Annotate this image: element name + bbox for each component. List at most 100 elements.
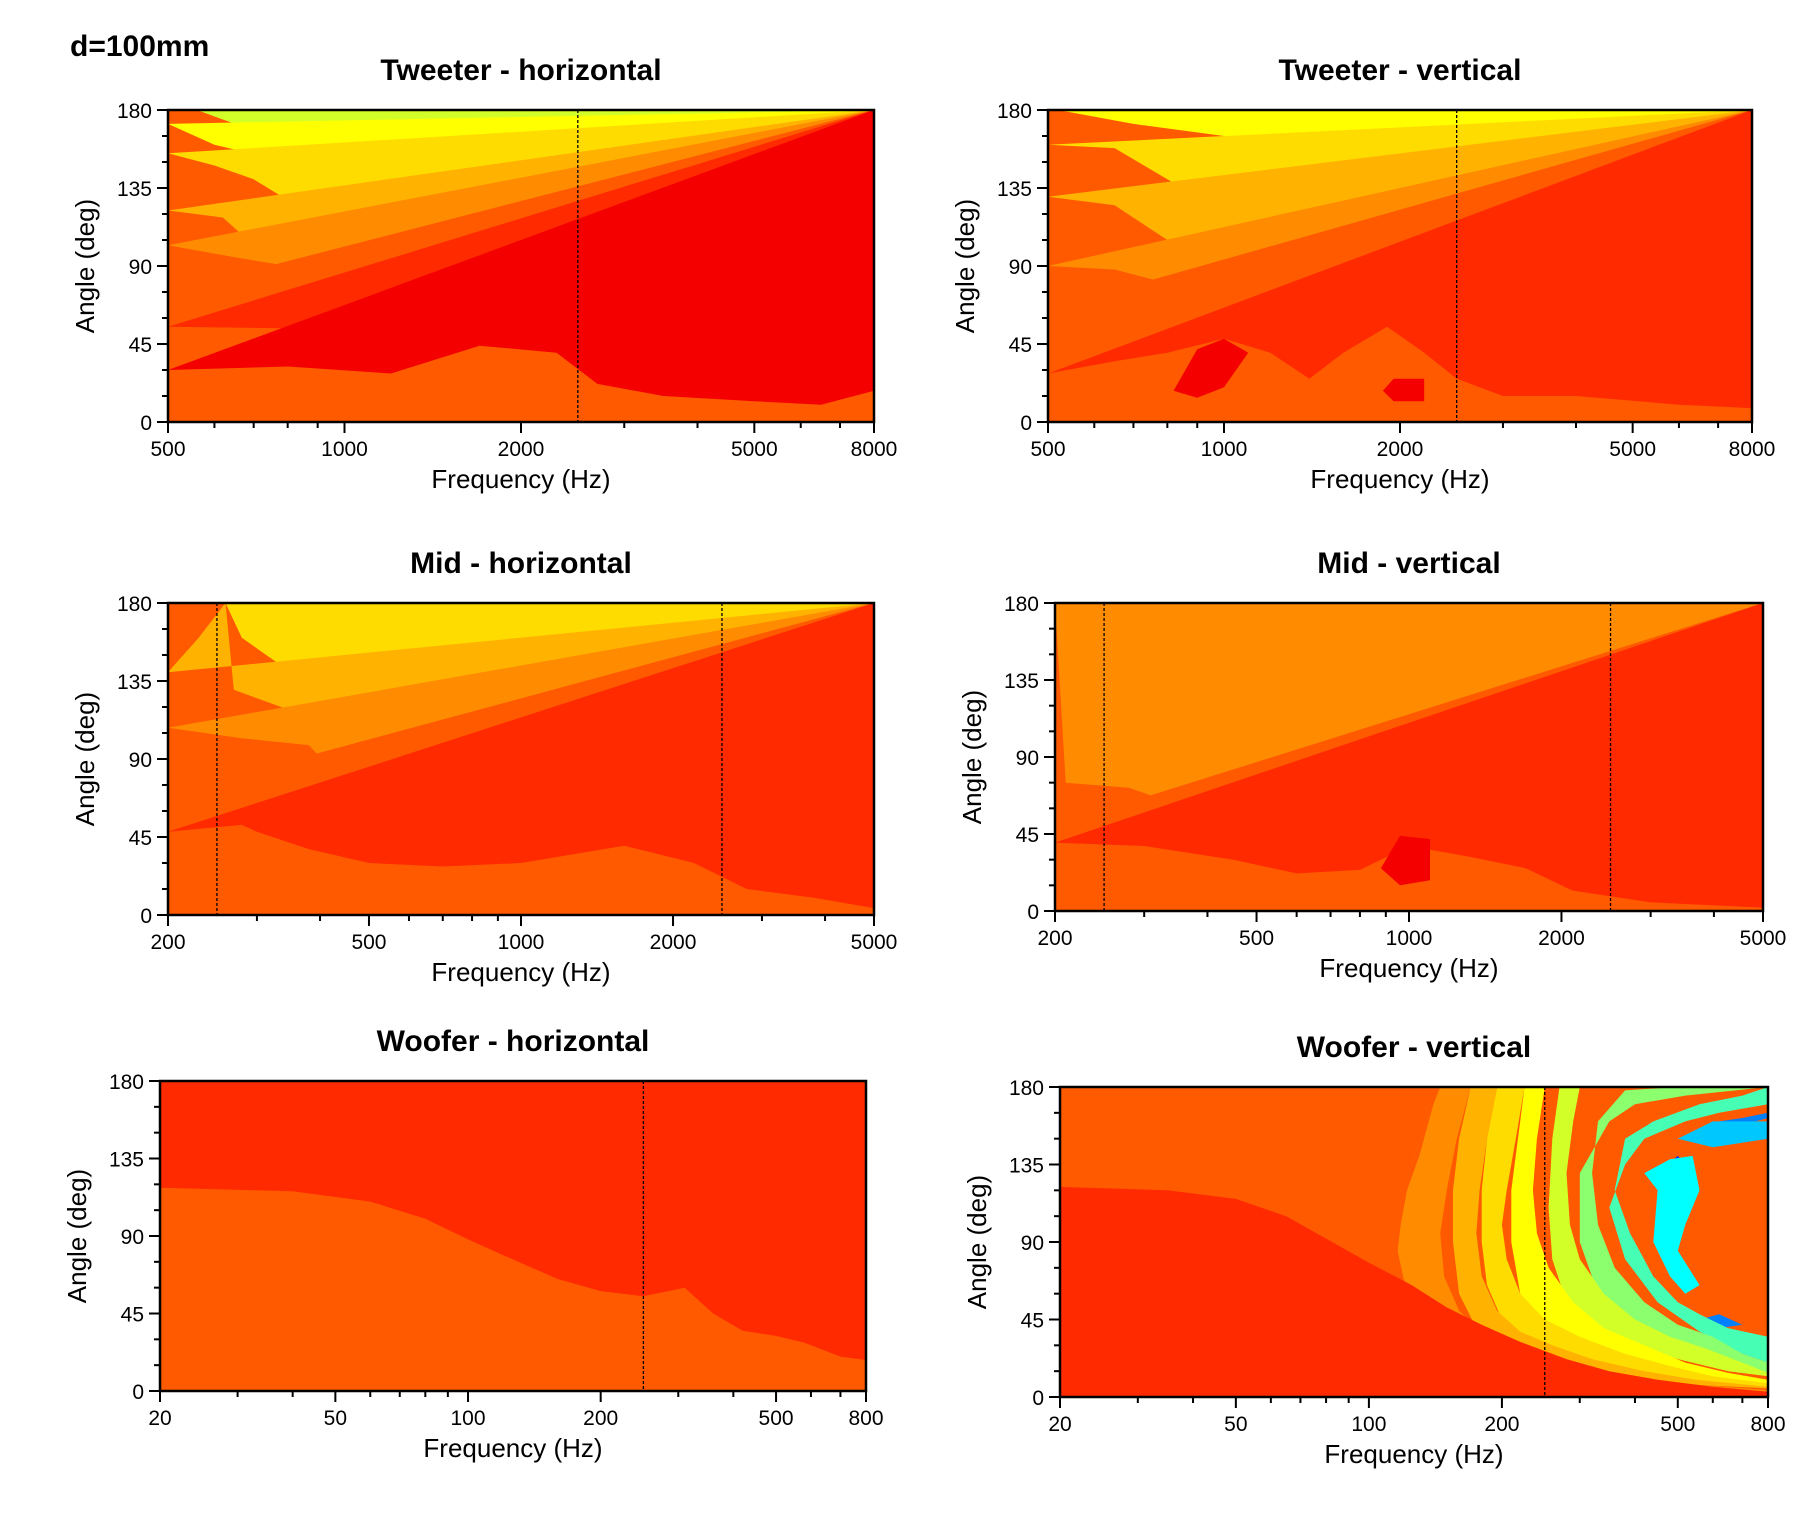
panel-1-x-axis-label: Frequency (Hz) (431, 464, 610, 494)
panel-5-y-tick-label-45: 45 (121, 1304, 144, 1327)
panel-2-y-tick-label-135: 135 (997, 178, 1032, 201)
panel-4-heatmap-field (1055, 603, 1763, 911)
panel-2-x-tick-label-2000: 2000 (1377, 438, 1424, 461)
panel-5-x-tick-label-20: 20 (148, 1407, 171, 1430)
panel-1-y-tick-label-135: 135 (117, 178, 152, 201)
panel-6-y-tick-label-45: 45 (1021, 1310, 1044, 1333)
panel-5-y-tick-label-90: 90 (121, 1226, 144, 1249)
panel-6-contour-level-8-8 (1548, 1087, 1768, 1377)
panel-3-y-tick-label-90: 90 (129, 749, 152, 772)
panel-3-contour-level-2-12 (168, 603, 874, 909)
panel-6-y-tick-label-180: 180 (1009, 1077, 1044, 1100)
panel-4-x-tick-label-1000: 1000 (1386, 927, 1433, 950)
panel-5-x-axis-label: Frequency (Hz) (423, 1433, 602, 1463)
panel-3-y-tick-label-180: 180 (117, 593, 152, 616)
panel-5-y-tick-label-0: 0 (132, 1381, 144, 1404)
panel-3-x-tick-label-200: 200 (150, 931, 185, 954)
panel-3-x-tick-label-5000: 5000 (851, 931, 898, 954)
panel-1-x-tick-label-1000: 1000 (321, 438, 368, 461)
panel-6-contour-level-13-2 (1699, 1314, 1743, 1329)
panel-6-contour-level-2-14 (1060, 1186, 1768, 1397)
panel-4-x-tick-label-200: 200 (1037, 927, 1072, 950)
panel-5-x-tick-label-50: 50 (324, 1407, 347, 1430)
panel-2-x-tick-label-500: 500 (1030, 438, 1065, 461)
panel-2-tweeter-vertical: 500 1000 2000 5000 8000 0 45 90 135 180 Tweeter - … (950, 54, 1775, 494)
panel-2-heatmap-field (1048, 110, 1752, 422)
panel-1-y-tick-label-180: 180 (117, 100, 152, 123)
panel-4-y-tick-label-0: 0 (1027, 901, 1039, 924)
panel-2-title: Tweeter - vertical (1279, 54, 1522, 87)
panel-6-title: Woofer - vertical (1297, 1031, 1532, 1064)
panel-6-heatmap-field (1060, 1087, 1768, 1397)
panel-2-y-tick-label-180: 180 (997, 100, 1032, 123)
panel-4-x-tick-label-500: 500 (1239, 927, 1274, 950)
panel-3-x-tick-label-1000: 1000 (498, 931, 545, 954)
panel-4-x-tick-label-2000: 2000 (1538, 927, 1585, 950)
panel-4-y-tick-label-90: 90 (1016, 747, 1039, 770)
panel-6-contour-level-4-12 (1395, 1087, 1768, 1392)
panel-6-contour-level-9-7 (1579, 1087, 1768, 1373)
figure-label: d=100mm (70, 30, 210, 63)
panel-3-heatmap-field (168, 603, 874, 915)
panel-2-x-axis-label: Frequency (Hz) (1310, 464, 1489, 494)
panel-6-x-tick-label-800: 800 (1750, 1413, 1785, 1436)
panel-3-x-tick-label-2000: 2000 (650, 931, 697, 954)
panel-5-woofer-horizontal: 20 50 100 200 500 800 0 45 90 135 180 Woofer - hori… (62, 1025, 884, 1463)
panel-5-y-axis-label: Angle (deg) (62, 1169, 92, 1303)
panel-2-y-axis-label: Angle (deg) (950, 199, 980, 333)
panel-2-contour-level-1-13 (1173, 338, 1249, 398)
panel-2-x-tick-label-1000: 1000 (1201, 438, 1248, 461)
panel-2-x-tick-label-8000: 8000 (1729, 438, 1776, 461)
panel-2-x-tick-label-5000: 5000 (1609, 438, 1656, 461)
panel-4-contour-level-2-12 (1055, 603, 1763, 908)
panel-2-y-tick-label-90: 90 (1009, 256, 1032, 279)
panel-6-contour-level-7-9 (1511, 1087, 1768, 1384)
panel-4-y-tick-label-180: 180 (1004, 593, 1039, 616)
panel-6-contour-level-12-3 (1677, 1121, 1768, 1148)
panel-1-tweeter-horizontal: 500 1000 2000 5000 8000 0 45 90 135 180 Tweeter - … (70, 54, 897, 494)
panel-1-y-tick-label-90: 90 (129, 256, 152, 279)
panel-1-x-tick-label-8000: 8000 (851, 438, 898, 461)
panel-3-y-tick-label-0: 0 (140, 905, 152, 928)
panel-3-mid-horizontal: 200 500 1000 2000 5000 0 45 90 135 180 Mid - horiz… (70, 547, 897, 987)
panel-6-y-tick-label-90: 90 (1021, 1232, 1044, 1255)
panel-6-x-tick-label-50: 50 (1224, 1413, 1247, 1436)
panel-5-y-tick-label-180: 180 (109, 1071, 144, 1094)
panel-6-x-axis-label: Frequency (Hz) (1324, 1439, 1503, 1469)
panel-3-x-axis-label: Frequency (Hz) (431, 957, 610, 987)
panel-2-y-tick-label-0: 0 (1020, 412, 1032, 435)
panel-5-heatmap-field (160, 1081, 866, 1391)
panel-6-x-tick-label-20: 20 (1048, 1413, 1071, 1436)
panel-4-y-tick-label-135: 135 (1004, 670, 1039, 693)
panel-4-y-axis-label: Angle (deg) (957, 690, 987, 824)
panel-1-x-tick-label-500: 500 (150, 438, 185, 461)
panel-1-heatmap-field (168, 110, 874, 422)
panel-1-x-tick-label-5000: 5000 (731, 438, 778, 461)
panel-4-title: Mid - vertical (1317, 547, 1500, 580)
panel-6-y-axis-label: Angle (deg) (962, 1175, 992, 1309)
panel-5-x-tick-label-200: 200 (583, 1407, 618, 1430)
panel-4-x-tick-label-5000: 5000 (1740, 927, 1787, 950)
panel-5-x-tick-label-500: 500 (759, 1407, 794, 1430)
panel-3-x-tick-label-500: 500 (351, 931, 386, 954)
panel-6-contour-level-6-10 (1481, 1087, 1768, 1387)
panel-6-y-tick-label-0: 0 (1032, 1387, 1044, 1410)
panel-6-x-tick-label-500: 500 (1660, 1413, 1695, 1436)
panel-5-title: Woofer - horizontal (377, 1025, 650, 1058)
panel-6-contour-level-10-6 (1609, 1087, 1768, 1363)
panel-4-y-tick-label-45: 45 (1016, 824, 1039, 847)
panel-5-x-tick-label-100: 100 (451, 1407, 486, 1430)
panel-3-y-tick-label-45: 45 (129, 827, 152, 850)
panel-5-contour-level-2-5 (160, 1081, 866, 1360)
panel-6-x-tick-label-100: 100 (1351, 1413, 1386, 1436)
panel-2-contour-level-2-12 (1048, 110, 1752, 409)
panel-6-y-tick-label-135: 135 (1009, 1155, 1044, 1178)
panel-6-x-tick-label-200: 200 (1484, 1413, 1519, 1436)
panel-1-y-axis-label: Angle (deg) (70, 199, 100, 333)
panel-4-mid-vertical: 200 500 1000 2000 5000 0 45 90 135 180 Mid - verti… (957, 547, 1786, 983)
panel-1-x-tick-label-2000: 2000 (498, 438, 545, 461)
panel-1-y-tick-label-0: 0 (140, 412, 152, 435)
panel-3-y-axis-label: Angle (deg) (70, 692, 100, 826)
